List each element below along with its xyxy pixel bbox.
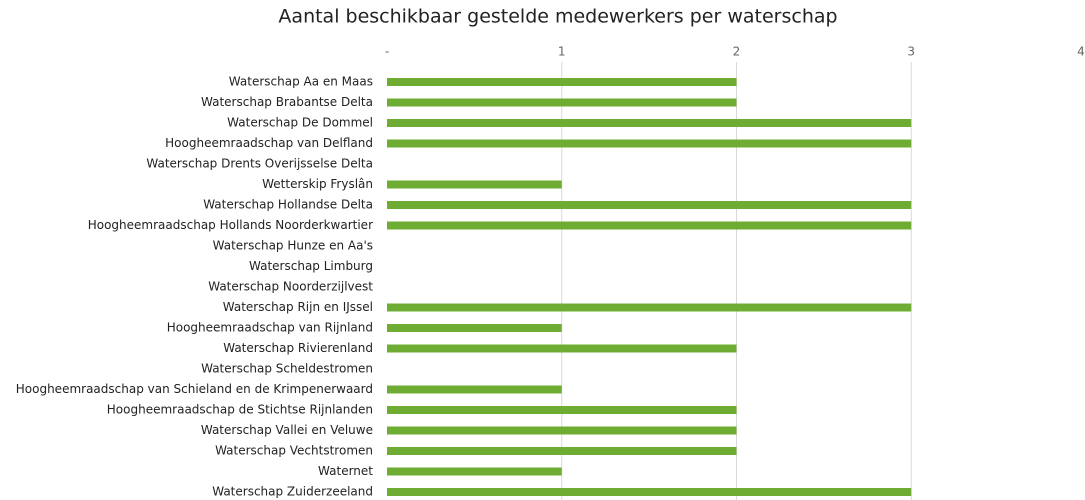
y-tick-label: Waterschap Noorderzijlvest — [208, 280, 373, 294]
bar — [387, 303, 912, 312]
y-tick-label: Waterschap Vallei en Veluwe — [201, 423, 373, 437]
y-tick-label: Waterschap Brabantse Delta — [201, 95, 373, 109]
bar — [387, 324, 562, 332]
y-tick-label: Hoogheemraadschap Hollands Noorderkwarti… — [88, 218, 373, 232]
bar — [387, 221, 912, 230]
y-tick-label: Waterschap Hunze en Aa's — [213, 239, 373, 253]
bar — [387, 78, 737, 86]
x-tick-label: 3 — [907, 45, 915, 59]
bar — [387, 447, 737, 455]
y-tick-label: Hoogheemraadschap van Schieland en de Kr… — [16, 382, 373, 396]
y-tick-label: Waternet — [318, 464, 373, 478]
bar — [387, 385, 562, 394]
y-tick-label: Waterschap Scheldestromen — [201, 362, 373, 376]
bar — [387, 201, 912, 209]
chart-title: Aantal beschikbaar gestelde medewerkers … — [278, 6, 837, 28]
y-tick-label: Wetterskip Fryslân — [262, 177, 373, 191]
y-tick-label: Waterschap Hollandse Delta — [203, 198, 373, 212]
y-tick-label: Waterschap Vechtstromen — [215, 444, 373, 458]
y-tick-label: Waterschap Drents Overijsselse Delta — [146, 157, 373, 171]
bar — [387, 426, 737, 435]
y-tick-label: Hoogheemraadschap de Stichtse Rijnlanden — [107, 403, 373, 417]
y-tick-label: Waterschap De Dommel — [227, 116, 373, 130]
bar — [387, 119, 912, 127]
bar — [387, 180, 562, 189]
y-tick-label: Waterschap Rivierenland — [223, 341, 373, 355]
bar — [387, 467, 562, 476]
y-tick-label: Waterschap Rijn en IJssel — [223, 300, 373, 314]
bar — [387, 406, 737, 414]
bar — [387, 344, 737, 353]
x-tick-label: - — [385, 45, 389, 59]
bar — [387, 139, 912, 148]
y-tick-label: Hoogheemraadschap van Rijnland — [167, 321, 373, 335]
x-tick-label: 1 — [558, 45, 566, 59]
bar — [387, 488, 912, 496]
bar — [387, 98, 737, 107]
x-tick-label: 2 — [733, 45, 741, 59]
x-tick-label: 4 — [1077, 45, 1085, 59]
y-tick-label: Hoogheemraadschap van Delfland — [165, 136, 373, 150]
y-tick-label: Waterschap Limburg — [249, 259, 373, 273]
y-tick-label: Waterschap Zuiderzeeland — [212, 485, 373, 499]
y-tick-label: Waterschap Aa en Maas — [229, 75, 373, 89]
